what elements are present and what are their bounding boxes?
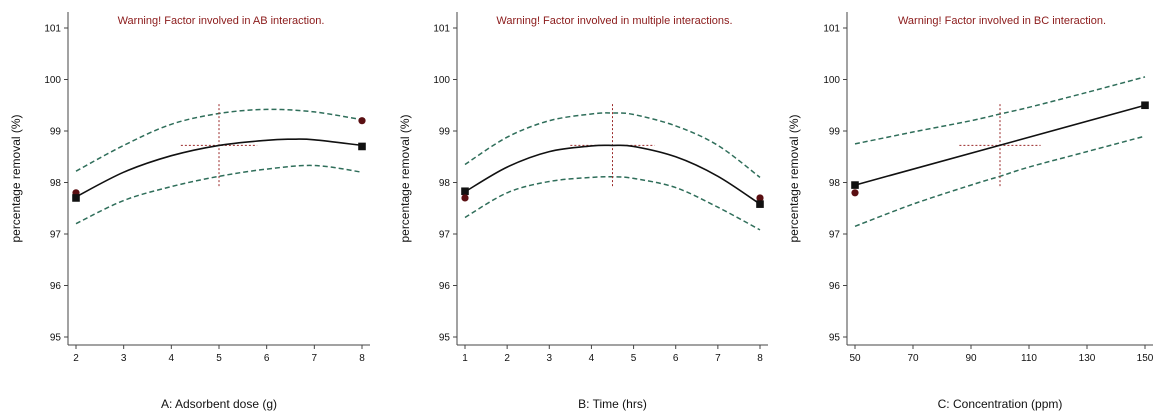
x-axis-title: A: Adsorbent dose (g) bbox=[161, 397, 277, 411]
y-tick-label: 100 bbox=[44, 75, 61, 86]
y-tick-label: 96 bbox=[439, 281, 451, 292]
interaction-warning: Warning! Factor involved in AB interacti… bbox=[118, 15, 325, 27]
y-tick-label: 101 bbox=[44, 24, 61, 35]
y-axis-title: percentage removal (%) bbox=[787, 114, 801, 242]
x-tick-label: 2 bbox=[504, 353, 510, 364]
y-axis-title: percentage removal (%) bbox=[9, 114, 23, 242]
x-axis-title: B: Time (hrs) bbox=[578, 397, 647, 411]
interaction-warning: Warning! Factor involved in multiple int… bbox=[496, 15, 732, 27]
y-axis-title: percentage removal (%) bbox=[398, 114, 412, 242]
design-point-circle bbox=[756, 194, 764, 202]
x-tick-label: 7 bbox=[312, 353, 318, 364]
fitted-line bbox=[464, 144, 761, 205]
chart-panel-1: 95 96 97 98 99 100 101 2 3 4 5 6 7 8 A: Adsorbent dose… bbox=[9, 12, 370, 411]
design-point-square bbox=[72, 194, 80, 202]
y-tick-label: 96 bbox=[50, 281, 62, 292]
x-tick-label: 5 bbox=[631, 353, 637, 364]
y-tick-label: 95 bbox=[829, 333, 841, 344]
chart-panel-2: 95 96 97 98 99 100 101 1 2 3 4 5 6 7 8 B: Time (hrs) per… bbox=[398, 12, 768, 411]
x-tick-label: 70 bbox=[907, 353, 919, 364]
design-point-square bbox=[1141, 101, 1149, 110]
x-tick-label: 2 bbox=[73, 353, 79, 364]
design-point-square bbox=[756, 200, 764, 208]
confidence-band-upper bbox=[464, 112, 761, 178]
x-tick-label: 6 bbox=[673, 353, 679, 364]
y-tick-label: 97 bbox=[50, 230, 62, 241]
y-tick-label: 100 bbox=[823, 75, 840, 86]
x-axis-title: C: Concentration (ppm) bbox=[938, 397, 1063, 411]
fitted-line bbox=[75, 138, 363, 198]
y-tick-label: 96 bbox=[829, 281, 841, 292]
x-tick-label: 1 bbox=[462, 353, 468, 364]
y-tick-label: 95 bbox=[439, 333, 451, 344]
x-tick-label: 130 bbox=[1079, 353, 1096, 364]
x-tick-label: 3 bbox=[121, 353, 127, 364]
design-point-circle bbox=[461, 194, 469, 202]
chart-panel-3: 95 96 97 98 99 100 101 50 70 90 110 130 150 C: Concen… bbox=[787, 12, 1154, 411]
fitted-line bbox=[854, 104, 1146, 186]
y-tick-label: 97 bbox=[829, 230, 841, 241]
x-tick-label: 8 bbox=[757, 353, 763, 364]
x-tick-label: 5 bbox=[216, 353, 222, 364]
design-point-circle bbox=[358, 117, 366, 125]
x-tick-label: 50 bbox=[849, 353, 861, 364]
x-tick-label: 8 bbox=[359, 353, 365, 364]
x-tick-label: 3 bbox=[547, 353, 553, 364]
x-tick-label: 7 bbox=[715, 353, 721, 364]
y-tick-label: 99 bbox=[439, 127, 451, 138]
x-tick-label: 150 bbox=[1137, 353, 1154, 364]
x-tick-label: 4 bbox=[589, 353, 595, 364]
x-tick-label: 90 bbox=[965, 353, 977, 364]
interaction-warning: Warning! Factor involved in BC interacti… bbox=[898, 15, 1106, 27]
y-tick-label: 98 bbox=[439, 178, 451, 189]
x-tick-label: 4 bbox=[169, 353, 175, 364]
y-tick-label: 99 bbox=[50, 127, 62, 138]
y-tick-label: 101 bbox=[433, 24, 450, 35]
design-point-square bbox=[358, 142, 366, 151]
y-tick-label: 100 bbox=[433, 75, 450, 86]
y-tick-label: 95 bbox=[50, 333, 62, 344]
y-tick-label: 99 bbox=[829, 127, 841, 138]
design-point-circle bbox=[851, 189, 859, 197]
design-point-square bbox=[851, 181, 859, 189]
x-tick-label: 110 bbox=[1021, 353, 1037, 364]
y-tick-label: 98 bbox=[829, 178, 841, 189]
x-tick-label: 6 bbox=[264, 353, 270, 364]
y-tick-label: 98 bbox=[50, 178, 62, 189]
y-tick-label: 101 bbox=[823, 24, 840, 35]
design-point-square bbox=[461, 187, 469, 196]
y-tick-label: 97 bbox=[439, 230, 451, 241]
